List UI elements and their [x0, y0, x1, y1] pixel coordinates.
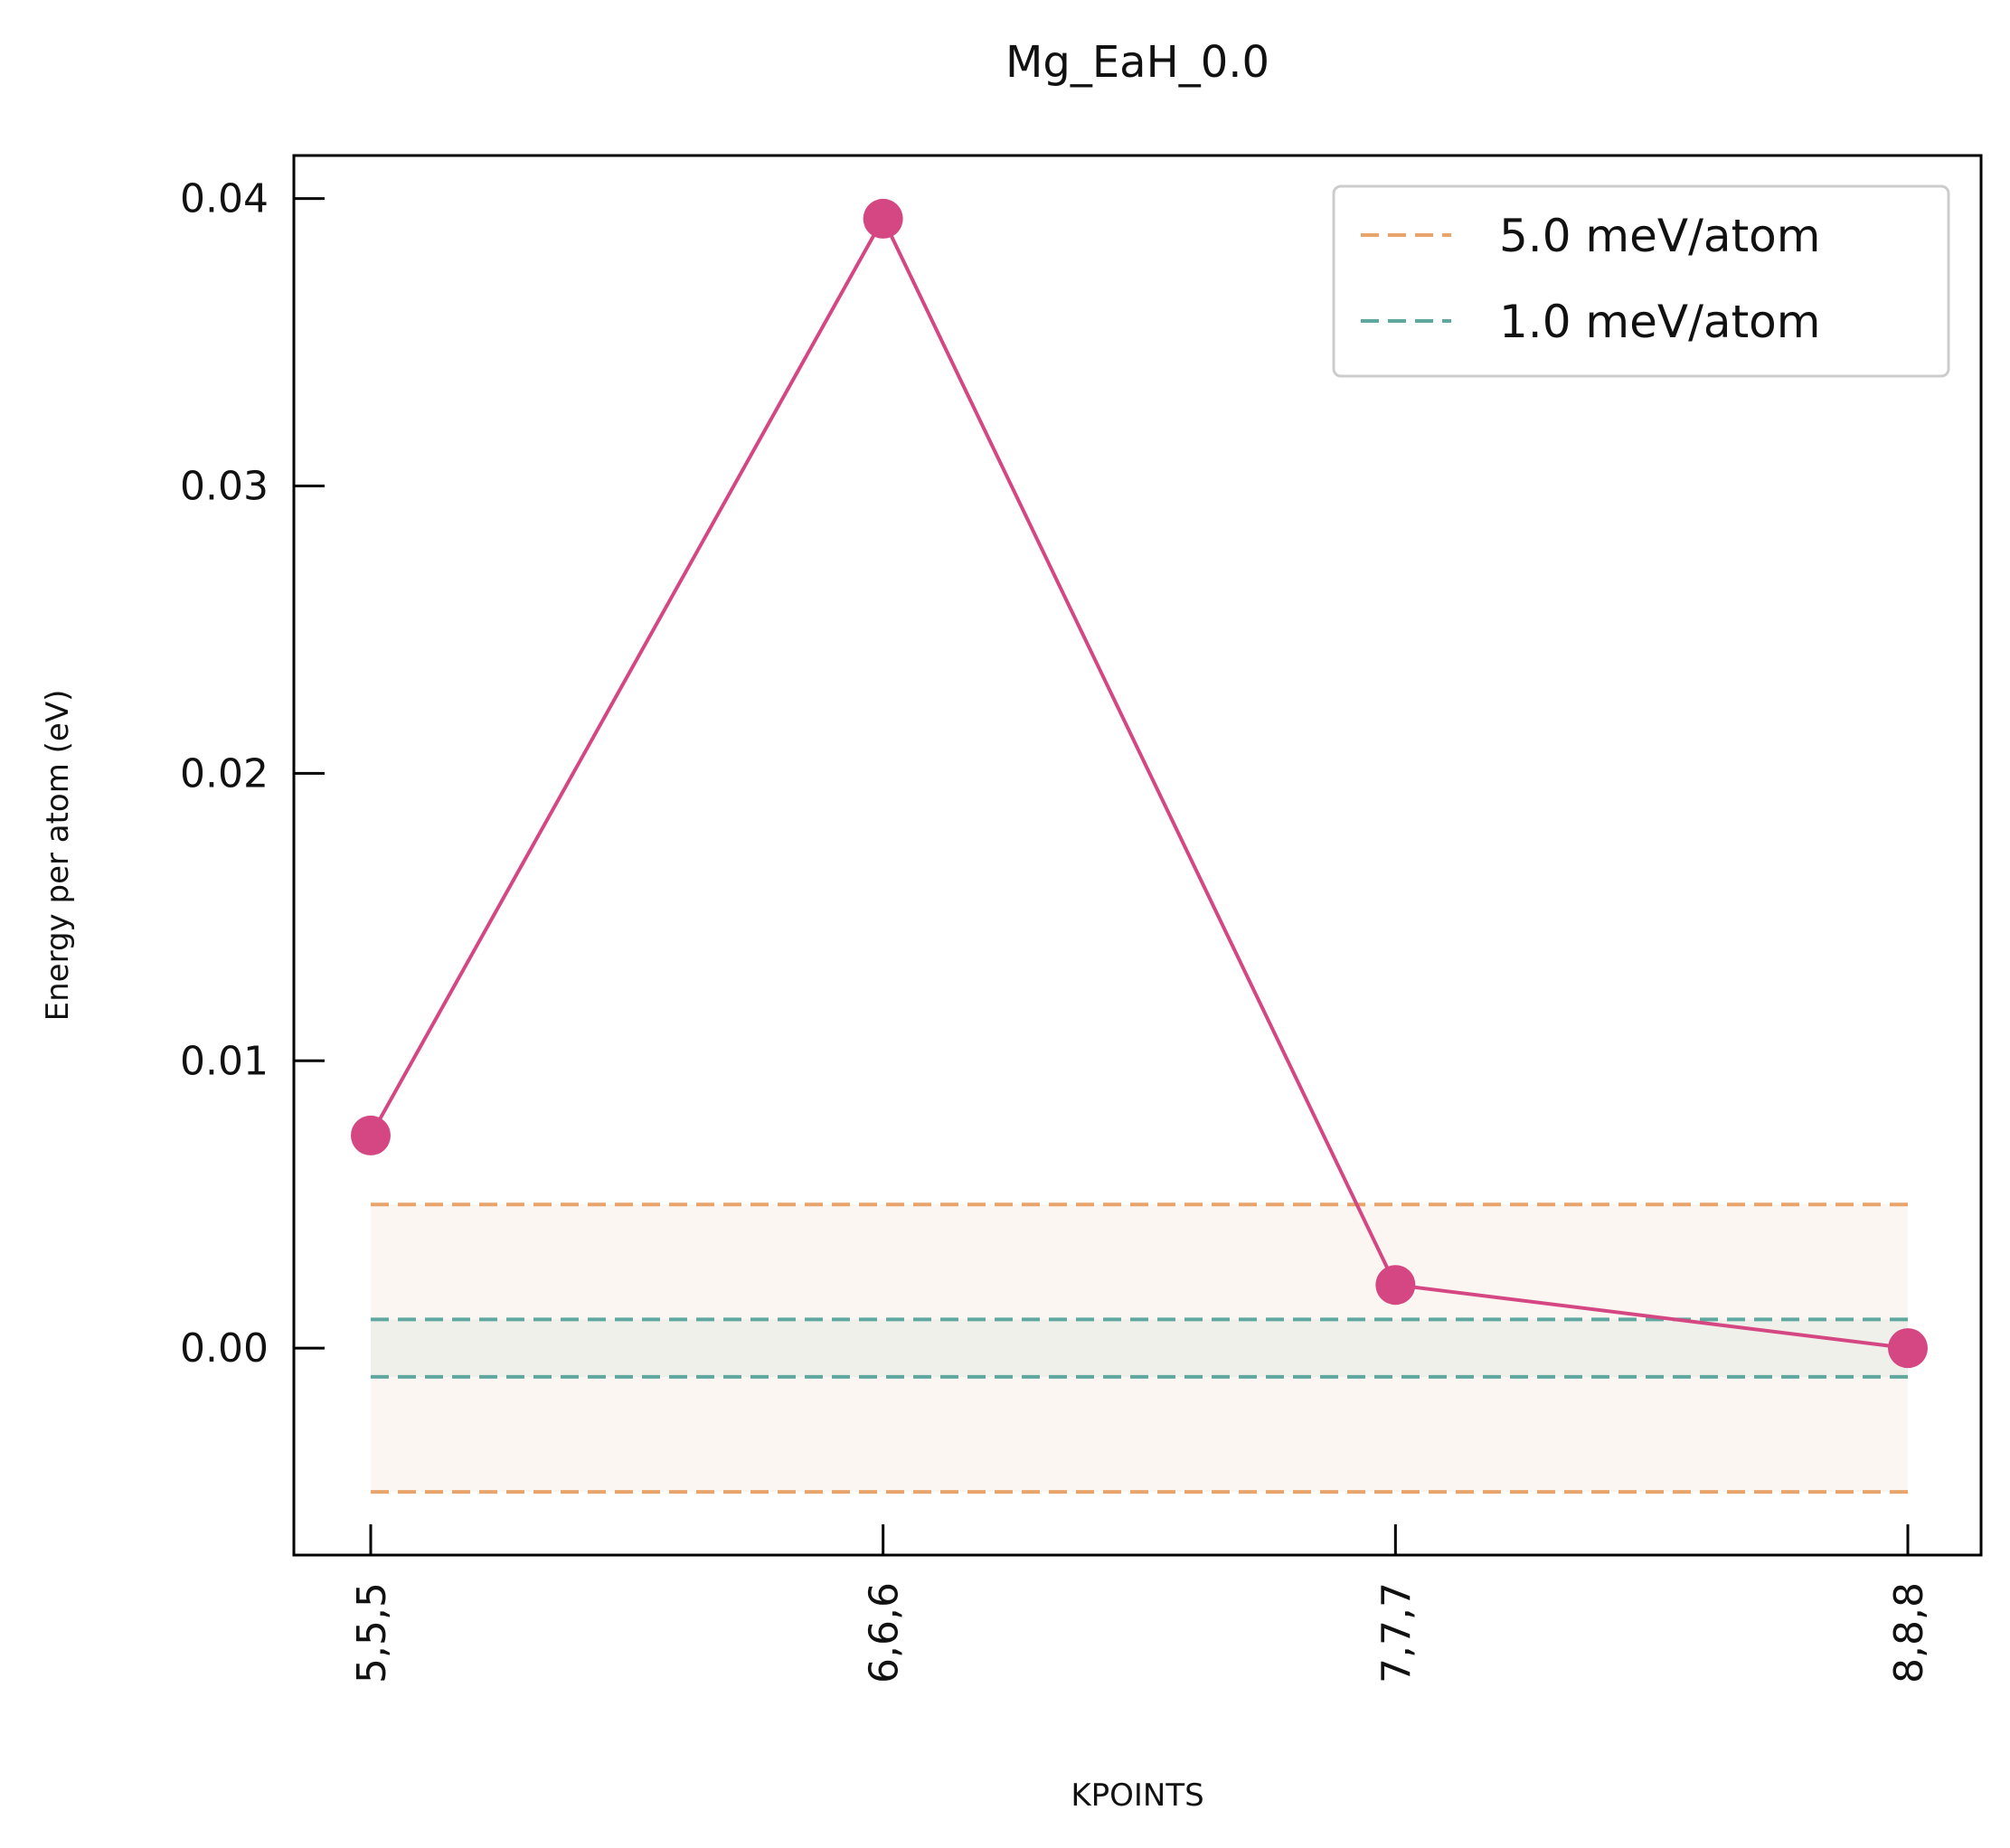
x-tick-label: 8,8,8 — [1886, 1582, 1932, 1683]
legend-box — [1332, 184, 1950, 378]
data-point-7-7-7 — [1375, 1265, 1416, 1306]
y-tick-label: 0.04 — [180, 176, 269, 222]
legend-label-1-mev: 1.0 meV/atom — [1499, 296, 1820, 348]
series-line-0 — [369, 214, 1909, 1351]
legend: 5.0 meV/atom 1.0 meV/atom — [1332, 184, 1950, 378]
data-point-6-6-6 — [863, 198, 903, 239]
data-point-8-8-8 — [1888, 1328, 1928, 1369]
data-series — [351, 198, 1928, 1369]
threshold-bands — [371, 1202, 1908, 1494]
x-axis: 5,5,5 6,6,6 7,7,7 8,8,8 — [349, 1524, 1932, 1683]
y-tick-label: 0.03 — [180, 464, 269, 510]
y-tick-label: 0.00 — [180, 1325, 269, 1372]
x-tick-label: 7,7,7 — [1373, 1582, 1420, 1683]
data-point-5-5-5 — [351, 1115, 391, 1155]
band-fill-1 — [371, 1319, 1908, 1377]
y-axis-label: Energy per atom (eV) — [40, 690, 76, 1022]
plot-frame — [292, 154, 1983, 1557]
chart-title: Mg_EaH_0.0 — [1005, 37, 1269, 88]
y-tick-label: 0.01 — [180, 1038, 269, 1084]
legend-label-5-mev: 5.0 meV/atom — [1499, 210, 1820, 262]
x-tick-label: 5,5,5 — [349, 1582, 395, 1683]
x-axis-label: KPOINTS — [1071, 1777, 1203, 1814]
x-tick-label: 6,6,6 — [862, 1582, 908, 1683]
y-tick-label: 0.02 — [180, 750, 269, 797]
y-axis: 0.00 0.01 0.02 0.03 0.04 — [180, 176, 325, 1372]
